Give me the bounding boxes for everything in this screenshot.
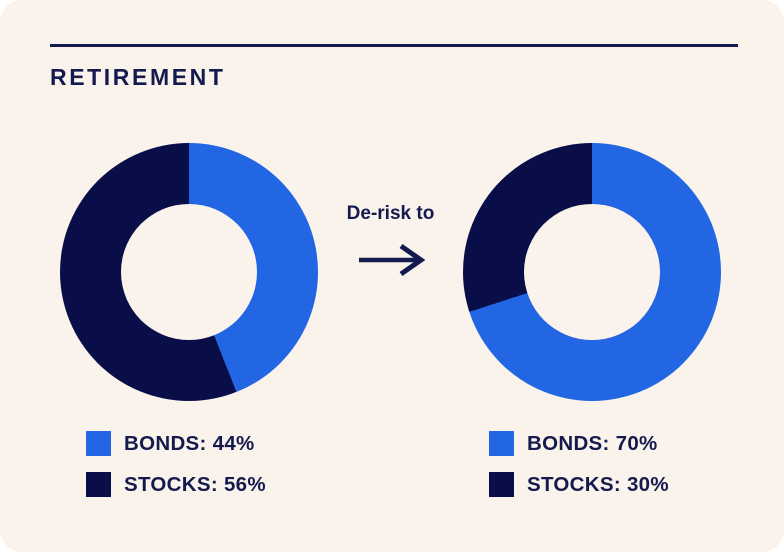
charts-row: BONDS: 44% STOCKS: 56% De-risk to [60,143,721,497]
legend-label-bonds: BONDS: 70% [527,431,658,455]
legend-item-bonds: BONDS: 44% [86,431,318,456]
arrow-right-icon [358,243,425,277]
chart-derisked-allocation: BONDS: 70% STOCKS: 30% [463,143,721,497]
legend-before: BONDS: 44% STOCKS: 56% [86,431,318,497]
legend-item-stocks: STOCKS: 56% [86,472,318,497]
legend-label-bonds: BONDS: 44% [124,431,255,455]
legend-item-stocks: STOCKS: 30% [489,472,721,497]
transition-block: De-risk to [318,143,463,497]
donut-hole [524,204,660,340]
donut-chart-before [60,143,318,401]
donut-hole [121,204,257,340]
chart-current-allocation: BONDS: 44% STOCKS: 56% [60,143,318,497]
divider-line [50,44,738,47]
legend-swatch-stocks [489,472,514,497]
legend-swatch-bonds [489,431,514,456]
donut-chart-after [463,143,721,401]
legend-label-stocks: STOCKS: 56% [124,472,266,496]
legend-after: BONDS: 70% STOCKS: 30% [489,431,721,497]
legend-swatch-stocks [86,472,111,497]
derisk-label: De-risk to [346,203,435,224]
legend-swatch-bonds [86,431,111,456]
page-title: RETIREMENT [50,64,226,90]
legend-item-bonds: BONDS: 70% [489,431,721,456]
legend-label-stocks: STOCKS: 30% [527,472,669,496]
